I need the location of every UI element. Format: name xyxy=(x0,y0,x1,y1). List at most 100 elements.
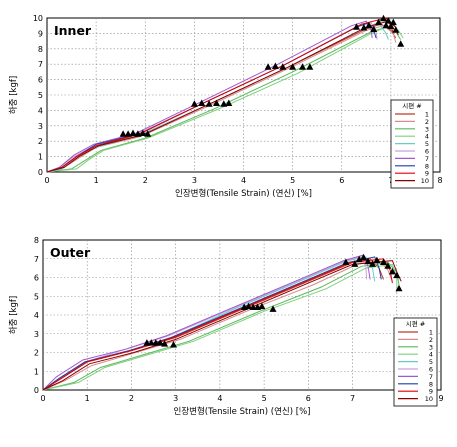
y-axis-label: 하중 [kgf] xyxy=(8,76,19,114)
x-tick-label: 0 xyxy=(40,394,45,403)
break-marker xyxy=(269,305,277,312)
y-tick-label: 4 xyxy=(38,106,43,115)
y-tick-label: 3 xyxy=(38,122,43,131)
chart-1: 0123456789012345678인장변형(Tensile Strain) … xyxy=(8,236,444,417)
y-tick-label: 2 xyxy=(38,137,43,146)
break-marker xyxy=(205,100,213,107)
y-tick-label: 0 xyxy=(34,386,39,395)
break-marker xyxy=(225,99,233,106)
y-tick-label: 6 xyxy=(38,76,43,85)
legend-entry: 2 xyxy=(425,118,429,126)
break-marker xyxy=(119,130,127,137)
break-marker xyxy=(156,339,164,346)
x-tick-label: 3 xyxy=(173,394,178,403)
y-tick-label: 9 xyxy=(38,29,43,38)
legend-entry: 9 xyxy=(429,388,433,396)
y-tick-label: 8 xyxy=(38,45,43,54)
break-marker xyxy=(393,271,401,279)
break-marker xyxy=(397,40,405,47)
break-marker xyxy=(147,339,155,346)
break-marker xyxy=(124,130,132,137)
legend-entry: 8 xyxy=(429,380,433,388)
break-marker xyxy=(375,18,383,26)
break-marker xyxy=(395,284,403,292)
x-axis-label: 인장변형(Tensile Strain) (연신) [%] xyxy=(174,406,311,417)
y-tick-label: 4 xyxy=(34,311,39,320)
break-marker xyxy=(289,63,297,70)
legend-entry: 6 xyxy=(429,366,433,374)
break-marker xyxy=(249,303,257,310)
break-marker xyxy=(213,99,220,106)
y-tick-label: 6 xyxy=(34,274,39,283)
break-marker xyxy=(220,100,228,107)
break-marker xyxy=(360,24,368,31)
y-tick-label: 8 xyxy=(34,236,39,245)
break-marker xyxy=(279,63,287,70)
break-marker xyxy=(161,340,169,347)
break-marker xyxy=(382,21,390,29)
x-tick-label: 7 xyxy=(350,394,355,403)
break-marker xyxy=(389,18,397,26)
y-tick-label: 5 xyxy=(34,292,39,301)
break-marker xyxy=(369,260,376,267)
x-tick-label: 1 xyxy=(94,176,99,185)
break-marker xyxy=(387,22,395,29)
break-marker xyxy=(353,23,360,30)
legend-entry: 1 xyxy=(425,111,429,119)
y-tick-label: 1 xyxy=(34,367,39,376)
x-tick-label: 0 xyxy=(44,176,49,185)
y-tick-label: 7 xyxy=(38,60,43,69)
break-marker xyxy=(306,63,314,70)
legend-entry: 4 xyxy=(425,133,429,141)
legend-entry: 2 xyxy=(429,336,433,344)
break-marker xyxy=(170,341,177,348)
break-marker xyxy=(299,63,306,70)
break-marker xyxy=(351,260,359,267)
legend-entry: 5 xyxy=(429,358,433,366)
y-tick-label: 7 xyxy=(34,255,39,264)
legend-entry: 3 xyxy=(425,125,429,133)
chart-title: Outer xyxy=(50,245,91,260)
break-marker xyxy=(355,255,363,263)
y-tick-label: 0 xyxy=(38,168,43,177)
break-marker xyxy=(392,26,400,33)
y-tick-label: 5 xyxy=(38,91,43,100)
x-tick-label: 5 xyxy=(262,394,267,403)
break-marker xyxy=(198,99,206,106)
x-tick-label: 2 xyxy=(129,394,134,403)
break-marker xyxy=(271,62,279,69)
break-marker xyxy=(365,21,373,29)
series-line-4 xyxy=(42,263,398,391)
legend-entry: 9 xyxy=(425,170,429,178)
legend-entry: 7 xyxy=(425,155,429,163)
break-marker xyxy=(190,100,198,107)
legend-entry: 7 xyxy=(429,373,433,381)
x-tick-label: 5 xyxy=(290,176,295,185)
y-tick-label: 10 xyxy=(33,14,43,23)
legend-title: 시편 # xyxy=(406,319,425,328)
legend-title: 시편 # xyxy=(402,101,421,110)
y-tick-label: 3 xyxy=(34,330,39,339)
x-tick-label: 3 xyxy=(192,176,197,185)
x-tick-label: 6 xyxy=(339,176,344,185)
break-marker xyxy=(360,253,368,261)
break-marker xyxy=(384,17,392,24)
legend-entry: 5 xyxy=(425,140,429,148)
break-marker xyxy=(143,339,151,346)
break-marker xyxy=(384,262,392,269)
legend-entry: 10 xyxy=(421,177,429,185)
break-marker xyxy=(370,25,378,32)
break-marker xyxy=(380,14,387,22)
x-tick-label: 8 xyxy=(437,176,442,185)
legend-entry: 6 xyxy=(425,148,429,156)
legend-entry: 8 xyxy=(425,162,429,170)
y-axis-label: 하중 [kgf] xyxy=(8,296,19,334)
legend-entry: 10 xyxy=(425,395,433,403)
break-marker xyxy=(342,258,350,265)
break-marker xyxy=(139,129,147,136)
x-axis-label: 인장변형(Tensile Strain) (연신) [%] xyxy=(175,188,312,199)
break-marker xyxy=(258,302,266,310)
x-tick-label: 4 xyxy=(217,394,222,403)
break-marker xyxy=(264,63,272,70)
